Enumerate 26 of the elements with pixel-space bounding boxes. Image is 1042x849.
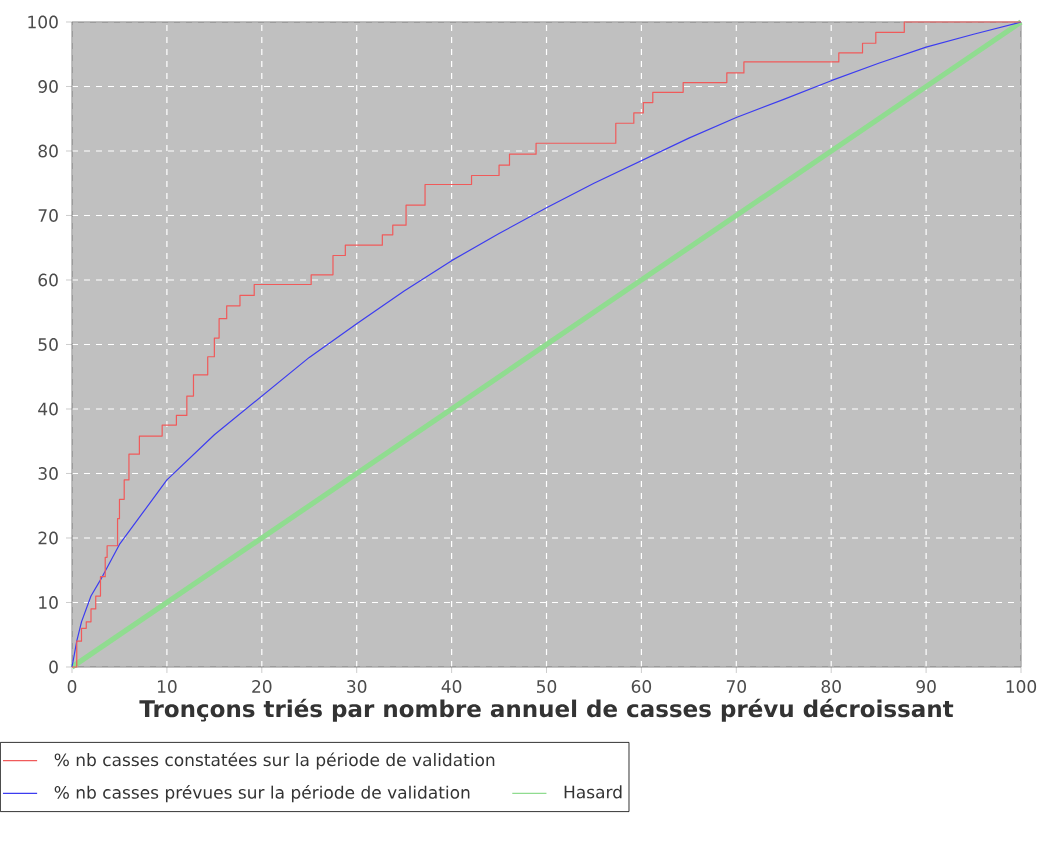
y-tick-label: 80 — [38, 144, 58, 158]
x-tick-label: 80 — [821, 680, 841, 693]
x-tick-label: 50 — [537, 680, 557, 693]
x-tick-label: 20 — [252, 680, 272, 693]
x-tick-label: 40 — [441, 680, 462, 693]
x-tick-label: 30 — [347, 680, 367, 693]
y-tick-label: 90 — [38, 80, 58, 93]
y-tick-label: 50 — [38, 338, 58, 351]
x-axis-title: Tronçons triés par nombre annuel de casses prévu décroissant — [139, 698, 954, 722]
legend-label: % nb casses constatées sur la période de validation — [54, 752, 495, 770]
x-tick-label: 70 — [726, 680, 746, 693]
y-tick-label: 20 — [38, 531, 58, 545]
y-tick-label: 0 — [49, 660, 58, 674]
y-tick-label: 40 — [38, 402, 58, 416]
y-tick-label: 10 — [39, 596, 58, 609]
y-tick-label: 70 — [38, 209, 58, 222]
legend-label: % nb casses prévues sur la période de validation — [54, 785, 470, 803]
x-tick-label: 60 — [631, 680, 652, 693]
x-tick-label: 100 — [1006, 680, 1037, 693]
y-tick-label: 60 — [38, 273, 58, 287]
y-tick-label: 30 — [38, 467, 58, 480]
x-tick-label: 10 — [157, 680, 177, 693]
y-tick-label: 100 — [28, 15, 58, 29]
x-tick-label: 0 — [67, 680, 77, 693]
legend-label: Hasard — [564, 785, 622, 799]
x-tick-label: 90 — [916, 680, 936, 693]
